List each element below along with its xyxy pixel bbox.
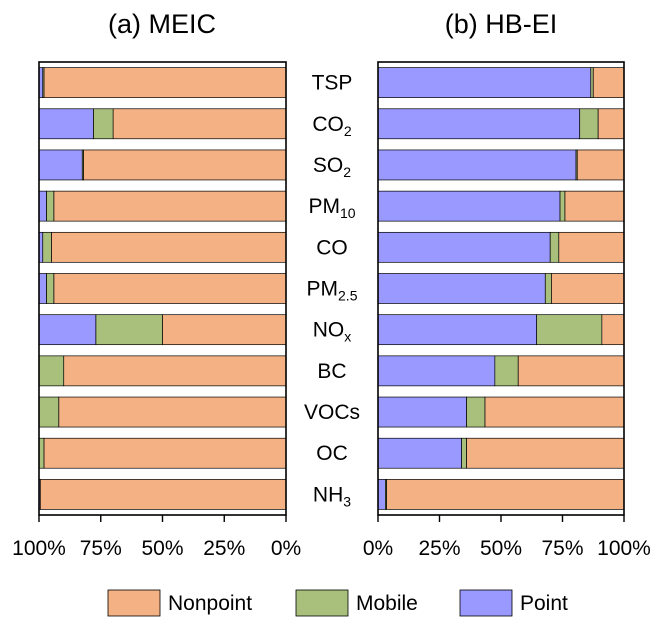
bar-hb-ei-co-point	[377, 231, 551, 263]
bar-meic-so2-point	[38, 149, 83, 181]
bar-meic-oc-nonpoint	[43, 437, 287, 469]
x-tick-label-meic: 25%	[203, 537, 245, 560]
bar-hb-ei-tsp-nonpoint	[592, 67, 625, 98]
bar-meic-co-nonpoint	[50, 231, 287, 263]
category-label-pm2-5: PM2.5	[307, 278, 358, 304]
category-label-tsp: TSP	[312, 72, 353, 95]
bar-meic-pm2-5-mobile	[46, 273, 55, 304]
legend-swatch-nonpoint	[107, 589, 161, 617]
bar-hb-ei-vocs-mobile	[466, 396, 486, 428]
bar-hb-ei-vocs-point	[377, 396, 467, 428]
bar-hb-ei-oc-point	[377, 437, 462, 469]
category-label-nh3: NH3	[313, 483, 351, 509]
bar-hb-ei-nox-nonpoint	[601, 314, 625, 346]
bar-hb-ei-so2-nonpoint	[576, 149, 625, 181]
bar-hb-ei-tsp-point	[377, 67, 592, 98]
legend-label-nonpoint: Nonpoint	[168, 592, 252, 615]
bar-meic-vocs-mobile	[38, 396, 60, 428]
panel-title-meic: (a) MEIC	[108, 9, 216, 39]
x-axis-hb-ei: 0% 25% 50% 75% 100%	[363, 515, 650, 560]
bar-hb-ei-tsp-mobile	[590, 67, 594, 98]
bar-hb-ei-pm10-nonpoint	[564, 190, 625, 222]
bar-meic-nh3-nonpoint	[39, 479, 287, 510]
bar-meic-so2-nonpoint	[83, 149, 287, 181]
x-tick-label-hb-ei: 25%	[418, 537, 460, 560]
x-tick-label-hb-ei: 50%	[480, 537, 522, 560]
x-tick-label-hb-ei: 0%	[363, 537, 393, 560]
bar-hb-ei-co2-nonpoint	[597, 108, 625, 140]
bar-hb-ei-oc-nonpoint	[466, 437, 625, 469]
bar-hb-ei-pm2-5-point	[377, 273, 546, 304]
bar-meic-tsp-nonpoint	[43, 67, 287, 98]
x-tick-label-meic: 75%	[80, 537, 122, 560]
bar-hb-ei-nox-mobile	[536, 314, 603, 346]
bar-hb-ei-pm2-5-nonpoint	[551, 273, 625, 304]
category-label-oc: OC	[316, 442, 348, 465]
bar-meic-pm2-5-point	[38, 273, 47, 304]
category-label-bc: BC	[317, 360, 346, 383]
bar-meic-bc-mobile	[38, 355, 65, 387]
category-label-co: CO	[316, 236, 348, 259]
x-tick-label-hb-ei: 100%	[597, 537, 650, 560]
bar-meic-nox-nonpoint	[162, 314, 287, 346]
legend-swatch-mobile	[295, 589, 349, 617]
bar-hb-ei-oc-mobile	[461, 437, 467, 469]
bar-meic-vocs-nonpoint	[58, 396, 287, 428]
bar-meic-pm10-mobile	[46, 190, 55, 222]
bar-meic-co-mobile	[42, 231, 52, 263]
bars-meic	[38, 67, 287, 510]
bar-hb-ei-bc-mobile	[494, 355, 519, 387]
bar-hb-ei-co-mobile	[549, 231, 560, 263]
bar-hb-ei-pm10-point	[377, 190, 561, 222]
category-labels: TSP CO2 SO2 PM10 CO PM2.5 NOx BC VOCs OC NH3	[304, 72, 360, 510]
x-tick-label-hb-ei: 75%	[541, 537, 583, 560]
panel-title-hb-ei: (b) HB-EI	[445, 9, 558, 39]
bar-meic-co2-mobile	[92, 108, 114, 140]
bar-meic-nox-mobile	[95, 314, 163, 346]
bar-meic-bc-nonpoint	[63, 355, 287, 387]
category-label-co2: CO2	[312, 113, 352, 139]
bar-hb-ei-nh3-nonpoint	[386, 479, 625, 510]
bar-hb-ei-pm2-5-mobile	[544, 273, 552, 304]
x-tick-label-meic: 0%	[271, 537, 301, 560]
bar-meic-pm10-nonpoint	[53, 190, 287, 222]
bar-hb-ei-nox-point	[377, 314, 538, 346]
bar-hb-ei-vocs-nonpoint	[484, 396, 625, 428]
bar-hb-ei-nh3-point	[377, 479, 386, 510]
legend-swatch-point	[459, 589, 513, 617]
panel-hb-ei: (b) HB-EI 0% 25% 50% 75% 100%	[363, 9, 650, 560]
bar-meic-nox-point	[38, 314, 97, 346]
bar-hb-ei-so2-point	[377, 149, 577, 181]
bar-hb-ei-bc-point	[377, 355, 496, 387]
legend-label-mobile: Mobile	[356, 592, 418, 615]
panel-meic: (a) MEIC 100% 75% 50% 25% 0%	[12, 9, 301, 560]
bar-hb-ei-pm10-mobile	[559, 190, 566, 222]
legend: Nonpoint Mobile Point	[107, 589, 568, 617]
category-label-pm10: PM10	[308, 195, 355, 221]
bar-hb-ei-co2-mobile	[579, 108, 599, 140]
category-label-vocs: VOCs	[304, 401, 360, 424]
legend-label-point: Point	[520, 592, 568, 615]
bar-hb-ei-bc-nonpoint	[517, 355, 625, 387]
x-tick-label-meic: 100%	[12, 537, 66, 560]
x-tick-label-meic: 50%	[141, 537, 183, 560]
bar-meic-pm10-point	[38, 190, 47, 222]
category-label-nox: NOx	[313, 319, 352, 345]
category-label-so2: SO2	[313, 154, 351, 180]
bars-hb-ei	[377, 67, 625, 510]
bar-hb-ei-co2-point	[377, 108, 581, 140]
bar-meic-co2-point	[38, 108, 94, 140]
bar-meic-pm2-5-nonpoint	[53, 273, 287, 304]
x-axis-meic: 100% 75% 50% 25% 0%	[12, 515, 301, 560]
bar-hb-ei-co-nonpoint	[558, 231, 625, 263]
bar-meic-co2-nonpoint	[112, 108, 287, 140]
